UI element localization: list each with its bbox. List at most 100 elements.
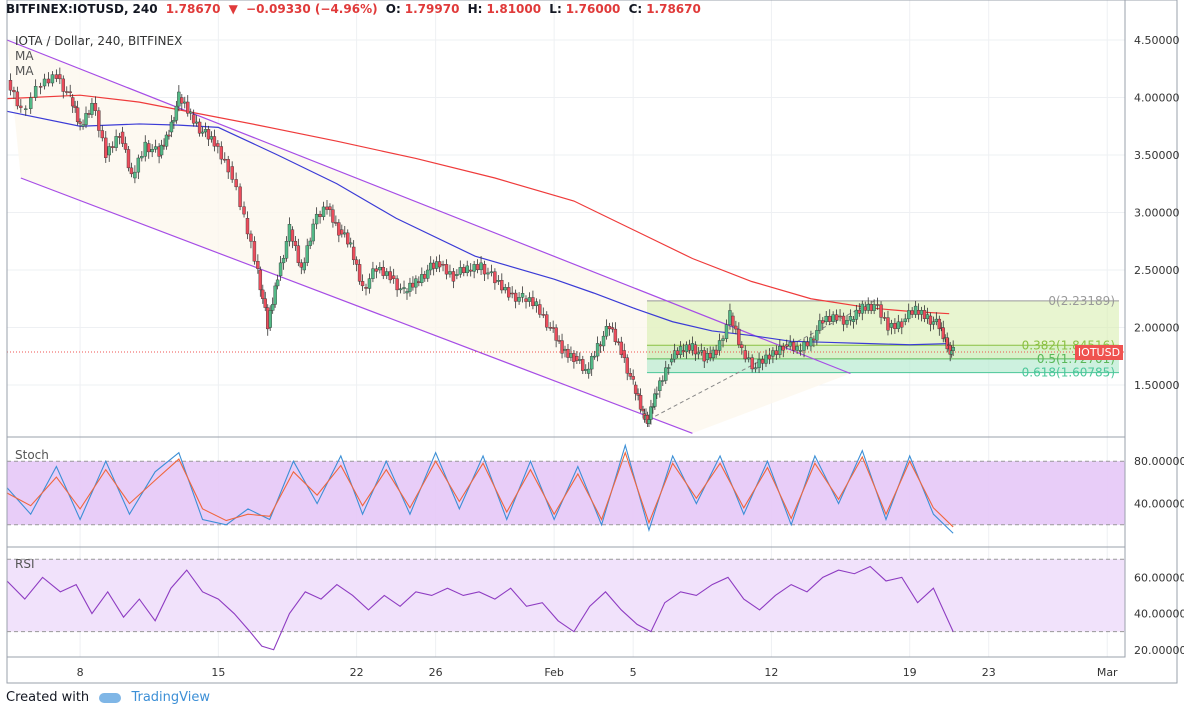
- candle-body: [598, 344, 603, 347]
- x-tick-label: Feb: [544, 666, 563, 679]
- candle-body: [150, 149, 154, 153]
- symbol-name[interactable]: BITFINEX:IOTUSD,: [6, 2, 129, 16]
- candle-body: [655, 393, 659, 395]
- channel-line: [20, 177, 693, 434]
- candle-body: [557, 340, 561, 342]
- y-tick-label: 4.00000: [1134, 92, 1180, 105]
- candle-body: [203, 129, 208, 133]
- candle-body: [437, 261, 442, 268]
- candle-body: [219, 146, 224, 160]
- candle-body: [949, 350, 954, 355]
- candle-body: [226, 159, 230, 173]
- candle-body: [678, 346, 683, 355]
- candle-body: [705, 353, 709, 360]
- candle-body: [664, 367, 668, 381]
- candle-body: [337, 222, 341, 236]
- candle-body: [496, 280, 501, 282]
- candle-body: [117, 136, 122, 138]
- candle-body: [714, 349, 718, 355]
- y-tick-label: 2.50000: [1134, 264, 1180, 277]
- x-tick-label: 15: [211, 666, 225, 679]
- candle-body: [441, 264, 445, 266]
- candle-body: [169, 121, 174, 133]
- candle-body: [913, 305, 918, 315]
- open-value: 1.79970: [404, 2, 460, 16]
- candle-body: [451, 271, 456, 282]
- rsi-pane[interactable]: [6, 558, 1125, 651]
- open-label: O:: [385, 2, 401, 16]
- candle-body: [278, 262, 283, 276]
- candle-body: [258, 269, 263, 291]
- stoch-title[interactable]: Stoch: [15, 448, 49, 462]
- low-value: 1.76000: [565, 2, 621, 16]
- candle-body: [734, 325, 738, 330]
- candle-body: [268, 310, 272, 328]
- candle-body: [234, 179, 238, 188]
- ma-legend-2[interactable]: MA: [15, 64, 34, 78]
- candle-body: [616, 341, 621, 343]
- candle-body: [922, 310, 927, 319]
- candle-body: [572, 353, 576, 362]
- channel-fill: [7, 40, 851, 434]
- tradingview-logo-icon: [99, 692, 122, 703]
- candle-body: [50, 74, 55, 84]
- candle-body: [941, 327, 945, 340]
- candle-body: [426, 269, 430, 279]
- stoch-pane[interactable]: [6, 443, 1125, 534]
- candle-body: [520, 293, 525, 298]
- tradingview-link[interactable]: TradingView: [131, 690, 210, 705]
- close-label: C:: [628, 2, 643, 16]
- interval[interactable]: 240: [132, 2, 158, 16]
- time-axis[interactable]: 8 15 22 26 Feb 5 12 19 23 Mar: [77, 666, 1118, 679]
- candle-body: [188, 111, 193, 114]
- candle-body: [385, 271, 389, 276]
- stoch_k-line: [6, 443, 954, 534]
- candle-body: [54, 74, 59, 79]
- candle-body: [206, 129, 211, 140]
- x-tick-label: 8: [77, 666, 84, 679]
- candle-body: [903, 318, 907, 322]
- candle-body: [653, 393, 657, 407]
- candle-body: [628, 373, 632, 377]
- rsi-title[interactable]: RSI: [15, 557, 35, 571]
- candle-body: [554, 327, 558, 341]
- price-pane[interactable]: 0(2.23189)0.382(1.84516)0.5(1.72701)0.61…: [6, 39, 1125, 434]
- candle-body: [595, 343, 600, 357]
- x-tick-label: 23: [982, 666, 996, 679]
- change-value: −0.09330 (−4.96%): [246, 2, 378, 16]
- y-tick-label: 4.50000: [1134, 34, 1180, 47]
- candle-body: [619, 341, 624, 355]
- candle-body: [110, 146, 115, 148]
- candle-body: [302, 262, 306, 271]
- ma-legend-1[interactable]: MA: [15, 49, 34, 63]
- candle-body: [851, 319, 856, 322]
- candle-body: [275, 279, 280, 287]
- candle-body: [90, 103, 94, 115]
- candle-body: [708, 353, 712, 359]
- candle-body: [872, 304, 876, 311]
- candle-body: [73, 105, 77, 108]
- candle-body: [857, 309, 862, 314]
- candle-body: [482, 264, 487, 275]
- candle-body: [398, 288, 403, 291]
- candle-body: [133, 171, 137, 179]
- candle-body: [462, 267, 466, 274]
- change-arrow-icon: ▼: [228, 2, 238, 16]
- candle-body: [242, 206, 246, 215]
- candle-body: [507, 287, 511, 298]
- candle-body: [414, 278, 418, 288]
- candle-body: [601, 335, 606, 347]
- candle-body: [667, 367, 671, 369]
- candle-body: [647, 419, 651, 424]
- candle-body: [475, 264, 480, 271]
- candle-body: [12, 89, 16, 93]
- candle-body: [19, 105, 23, 108]
- candle-body: [592, 355, 597, 358]
- candle-body: [916, 310, 921, 315]
- stoch-tick-label: 80.00000: [1134, 455, 1184, 468]
- candle-body: [863, 306, 867, 311]
- candle-body: [724, 324, 729, 339]
- candle-body: [687, 344, 692, 351]
- candle-body: [263, 298, 267, 308]
- candle-body: [493, 271, 497, 284]
